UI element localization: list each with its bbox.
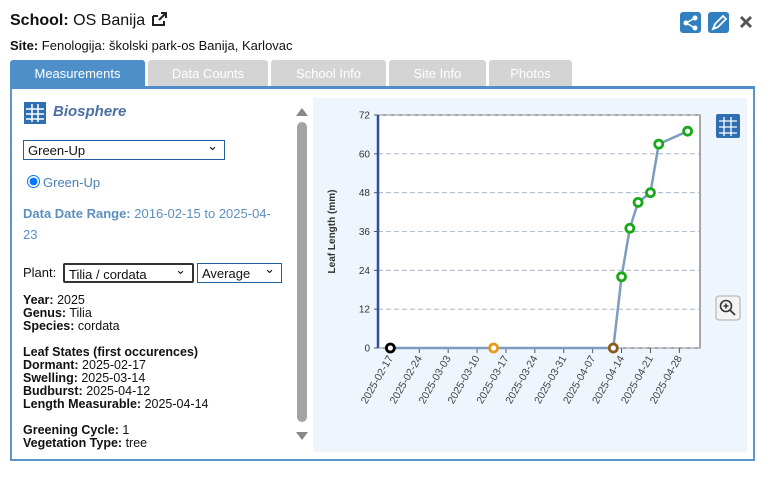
info-label: Year: [23, 293, 54, 307]
info-row: Dormant: 2025-02-17 [23, 359, 209, 372]
info-label: Greening Cycle: [23, 423, 119, 437]
info-value: 2025 [57, 293, 85, 307]
range-label: Data Date Range: [23, 206, 131, 221]
tab[interactable]: School Info [271, 60, 386, 86]
radio[interactable] [27, 175, 40, 188]
info-label: Vegetation Type: [23, 436, 123, 450]
date-range: Data Date Range: 2016-02-15 to 2025-04-2… [23, 203, 283, 245]
info-value: tree [125, 436, 148, 450]
site-line: Site: Fenologija: školski park-os Banija… [10, 38, 293, 53]
stat-select[interactable]: Average [197, 260, 282, 283]
info-value: Tilia [69, 306, 92, 320]
edit-button[interactable] [708, 12, 729, 33]
radio-row: Green-Up [27, 175, 100, 190]
tab[interactable]: Measurements [10, 60, 145, 86]
info-label: Species: [23, 319, 75, 333]
plant-label: Plant: [23, 265, 57, 280]
info-value: 2025-03-14 [81, 371, 146, 385]
plant-select[interactable]: Tilia / cordata [63, 261, 194, 283]
info-row: Length Measurable: 2025-04-14 [23, 398, 209, 411]
info-row: Budburst: 2025-04-12 [23, 385, 209, 398]
school-label: School: [10, 12, 69, 29]
site-label: Site: [10, 38, 39, 53]
info-label: Dormant: [23, 358, 79, 372]
info-row: Year: 2025 [23, 294, 209, 307]
info-label: Genus: [23, 306, 67, 320]
info-value: 2025-04-14 [144, 397, 209, 411]
info-label: Budburst: [23, 384, 83, 398]
close-button[interactable] [739, 15, 753, 29]
info-row: Swelling: 2025-03-14 [23, 372, 209, 385]
sidebar-title: Biosphere [53, 103, 127, 120]
info-value: 2025-02-17 [82, 358, 146, 372]
open-icon[interactable] [150, 11, 168, 27]
info-row: Greening Cycle: 1 [23, 424, 209, 437]
info-label: Length Measurable: [23, 397, 142, 411]
info-row: Genus: Tilia [23, 307, 209, 320]
school-line: School: OS Banija [10, 11, 168, 30]
panel [10, 86, 755, 461]
table-icon [24, 102, 46, 124]
info-row: Vegetation Type: tree [23, 437, 209, 450]
share-button[interactable] [680, 12, 701, 33]
tab[interactable]: Site Info [389, 60, 486, 86]
info-value: cordata [77, 319, 120, 333]
school-name: OS Banija [73, 12, 146, 29]
info-value: 1 [122, 423, 130, 437]
tab[interactable]: Data Counts [148, 60, 268, 86]
tab[interactable]: Photos [489, 60, 572, 86]
scrollbar[interactable] [294, 104, 310, 444]
site-name: Fenologija: školski park-os Banija, Karl… [41, 38, 293, 53]
radio-label: Green-Up [43, 175, 101, 190]
info-row: Species: cordata [23, 320, 209, 333]
range-value: 2016-02-15 to 2025-04-23 [23, 206, 271, 242]
info-label: Swelling: [23, 371, 78, 385]
info-value: 2025-04-12 [86, 384, 151, 398]
phenophase-select[interactable]: Green-Up [23, 137, 225, 160]
sidebar-info: Year: 2025 Genus: Tilia Species: cordata Le… [23, 294, 209, 450]
toolbar [680, 12, 753, 33]
states-title: Leaf States (first occurences) [23, 345, 199, 359]
